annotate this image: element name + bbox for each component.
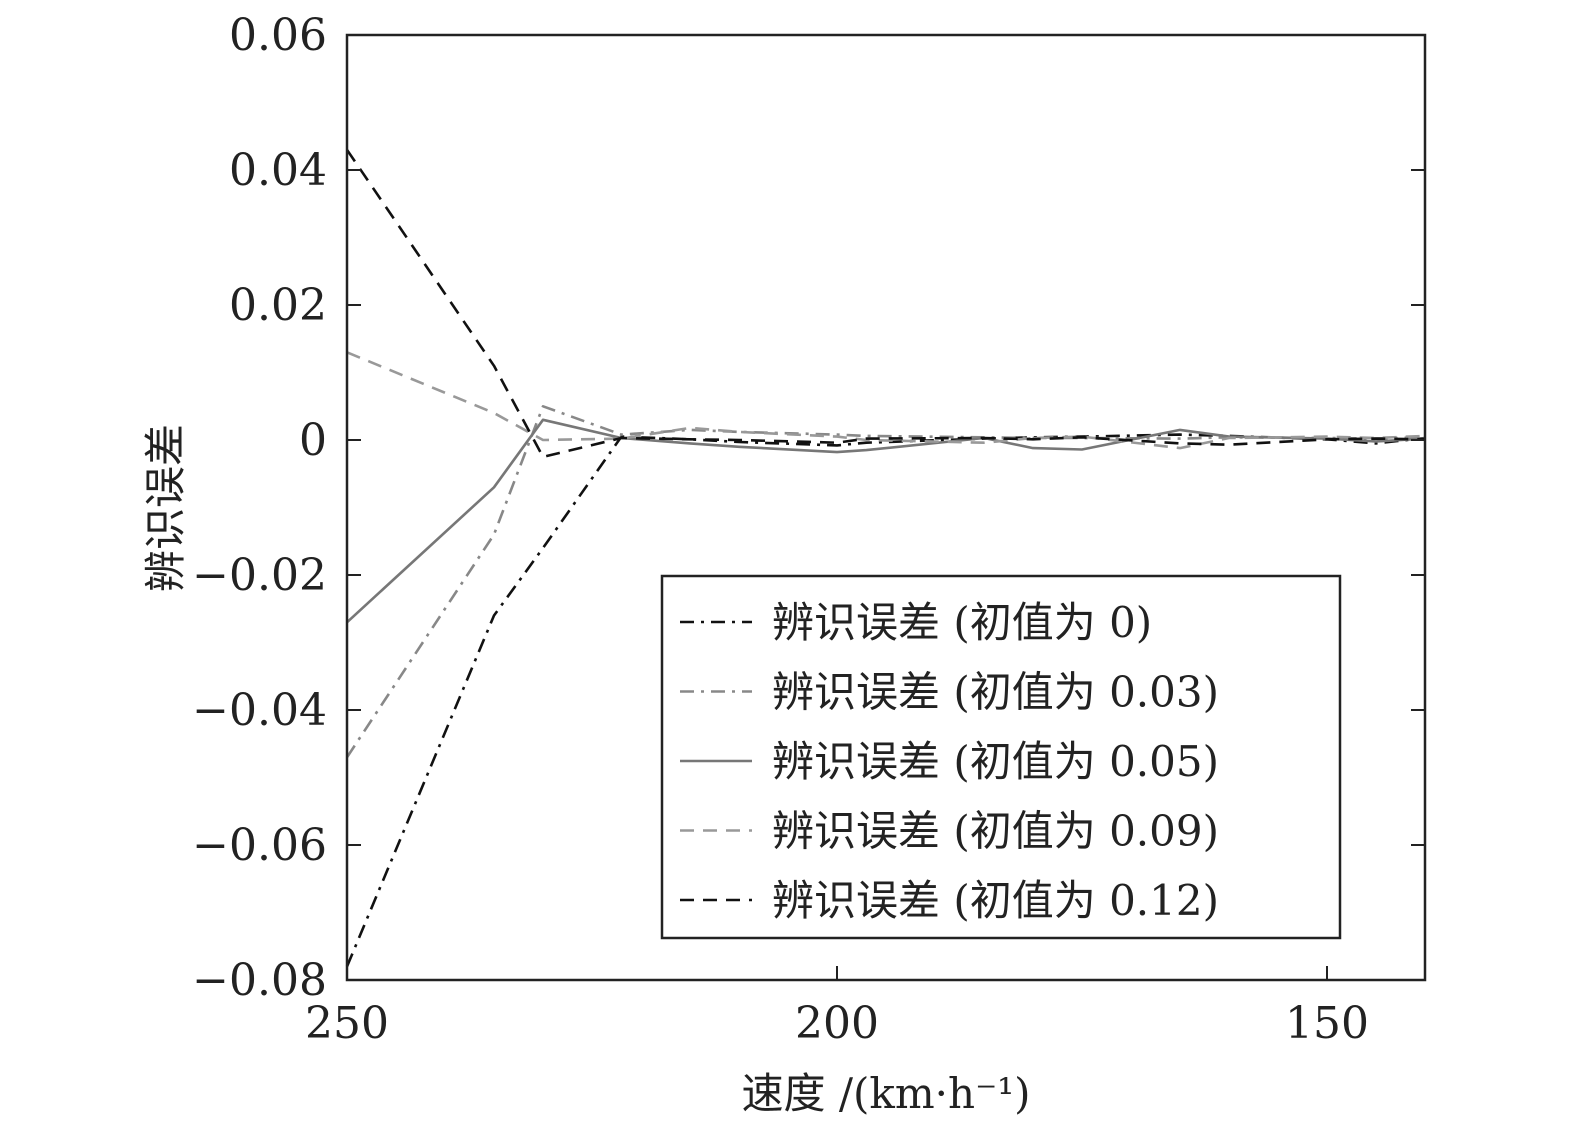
legend-label: 辨识误差 (初值为 0.03): [772, 668, 1219, 717]
y-tick-label: 0: [299, 415, 327, 466]
y-tick-label: 0.06: [229, 10, 327, 61]
series-line-2: [345, 404, 1426, 759]
x-tick-label: 250: [305, 998, 389, 1049]
legend: 辨识误差 (初值为 0) 辨识误差 (初值为 0.03) 辨识误差 (初值为 0.0…: [660, 574, 1342, 940]
legend-label: 辨识误差 (初值为 0.09): [772, 807, 1219, 856]
y-tick-label: −0.06: [192, 820, 327, 871]
axis-ticks: [346, 34, 1425, 981]
y-tick-label: −0.02: [192, 550, 327, 601]
x-tick-labels: 250 200 150: [305, 998, 1369, 1049]
series-line-5: [345, 149, 1426, 459]
y-tick-labels: −0.08 −0.06 −0.04 −0.02 0 0.02 0.04 0.06: [192, 10, 327, 1006]
legend-label: 辨识误差 (初值为 0.12): [772, 876, 1219, 925]
y-tick-label: −0.08: [192, 955, 327, 1006]
y-axis-title: 辨识误差: [141, 424, 190, 592]
legend-label: 辨识误差 (初值为 0): [772, 598, 1152, 647]
y-tick-label: 0.02: [229, 280, 327, 331]
x-tick-label: 200: [795, 998, 879, 1049]
y-tick-label: 0.04: [229, 145, 327, 196]
x-axis-title: 速度 /(km·h⁻¹): [742, 1069, 1031, 1118]
legend-label: 辨识误差 (初值为 0.05): [772, 737, 1219, 786]
series-line-4: [346, 351, 1426, 450]
series-lines: [345, 149, 1426, 968]
x-tick-label: 150: [1285, 998, 1369, 1049]
plot-frame: [345, 33, 1427, 982]
y-tick-label: −0.04: [192, 685, 327, 736]
legend-box: [660, 574, 1342, 940]
